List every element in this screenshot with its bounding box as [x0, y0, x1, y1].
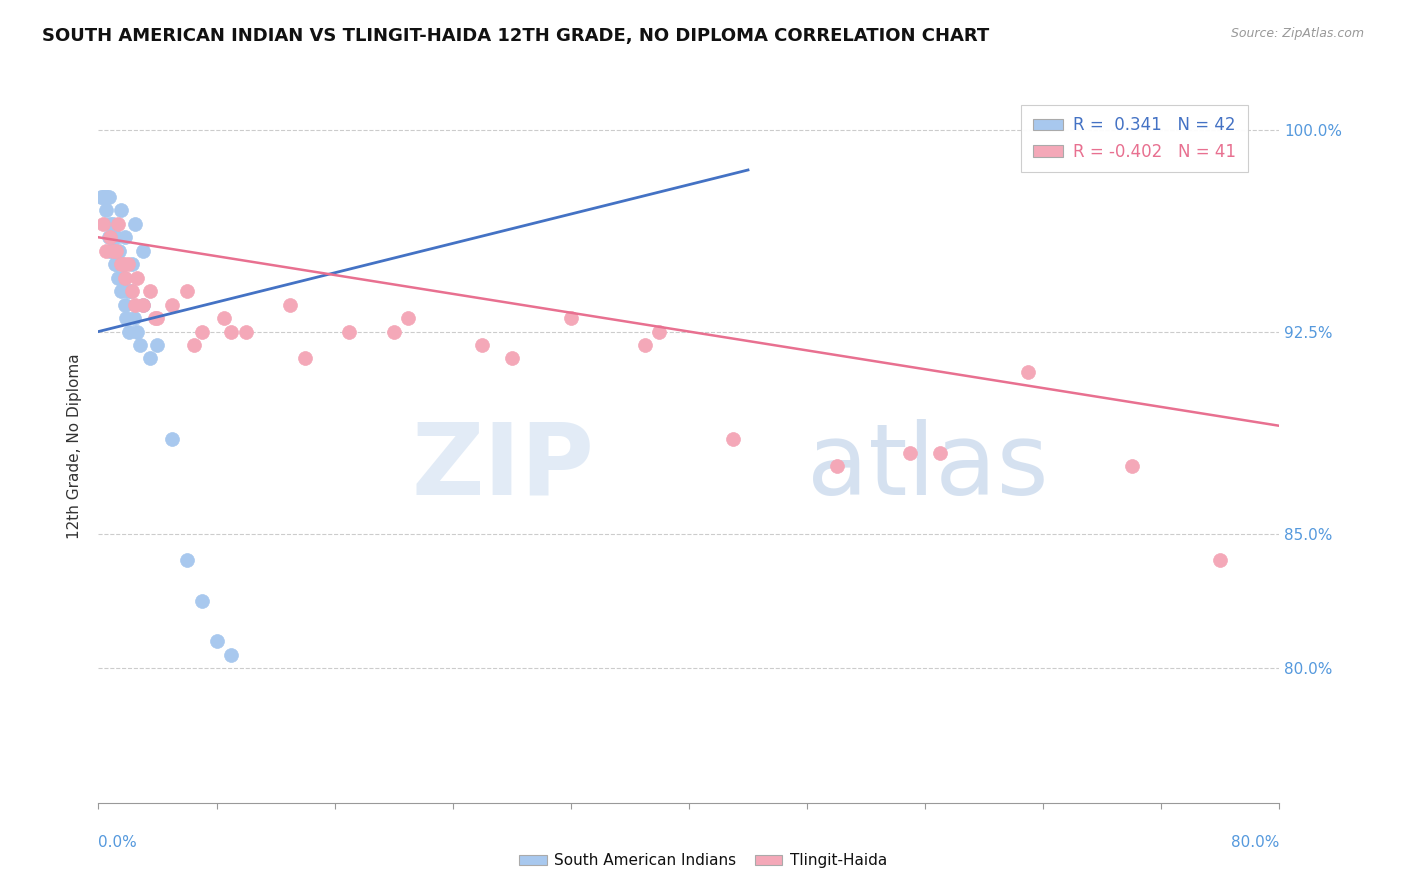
Point [176, 284, 198, 298]
Point [280, 298, 302, 312]
Point [205, 634, 228, 648]
Point [125, 270, 148, 285]
Point [94, 244, 117, 258]
Point [104, 257, 127, 271]
Text: Source: ZipAtlas.com: Source: ZipAtlas.com [1230, 27, 1364, 40]
Point [929, 446, 952, 460]
Point [1121, 459, 1143, 474]
Point [143, 311, 166, 326]
Point [191, 594, 214, 608]
Point [124, 217, 146, 231]
Point [98, 244, 121, 258]
Point [112, 270, 135, 285]
Point [176, 553, 198, 567]
Point [501, 351, 523, 366]
Point [146, 338, 169, 352]
Point [139, 351, 162, 366]
Point [139, 284, 162, 298]
Point [108, 244, 131, 258]
Point [235, 325, 257, 339]
Point [110, 203, 132, 218]
Point [120, 284, 142, 298]
Point [825, 459, 848, 474]
Point [114, 298, 136, 312]
Point [132, 298, 155, 312]
Point [100, 244, 122, 258]
Point [398, 311, 420, 326]
Text: SOUTH AMERICAN INDIAN VS TLINGIT-HAIDA 12TH GRADE, NO DIPLOMA CORRELATION CHART: SOUTH AMERICAN INDIAN VS TLINGIT-HAIDA 1… [42, 27, 990, 45]
Point [183, 338, 205, 352]
Point [103, 217, 125, 231]
Point [110, 284, 132, 298]
Point [97, 230, 120, 244]
Point [117, 257, 139, 271]
Point [146, 311, 169, 326]
Point [105, 230, 128, 244]
Point [91, 217, 114, 231]
Point [90, 190, 112, 204]
Point [107, 270, 129, 285]
Point [96, 190, 118, 204]
Point [94, 190, 117, 204]
Point [107, 217, 129, 231]
Point [471, 338, 494, 352]
Point [105, 257, 128, 271]
Point [122, 311, 145, 326]
Point [125, 325, 148, 339]
Point [114, 270, 136, 285]
Point [98, 230, 121, 244]
Point [221, 648, 243, 662]
Point [93, 190, 115, 204]
Point [723, 432, 745, 446]
Point [162, 298, 183, 312]
Point [560, 311, 582, 326]
Legend: R =  0.341   N = 42, R = -0.402   N = 41: R = 0.341 N = 42, R = -0.402 N = 41 [1021, 104, 1247, 172]
Point [648, 325, 671, 339]
Point [212, 311, 235, 326]
Point [1209, 553, 1232, 567]
Point [121, 284, 143, 298]
Point [128, 338, 150, 352]
Point [124, 298, 146, 312]
Point [91, 190, 114, 204]
Point [634, 338, 657, 352]
Point [900, 446, 922, 460]
Point [339, 325, 361, 339]
Text: 80.0%: 80.0% [1232, 835, 1279, 850]
Point [105, 244, 128, 258]
Point [294, 351, 316, 366]
Point [115, 311, 138, 326]
Point [110, 257, 132, 271]
Legend: South American Indians, Tlingit-Haida: South American Indians, Tlingit-Haida [513, 847, 893, 874]
Point [132, 298, 155, 312]
Point [121, 257, 143, 271]
Point [191, 325, 214, 339]
Point [103, 230, 125, 244]
Point [118, 325, 141, 339]
Point [112, 257, 135, 271]
Point [1018, 365, 1040, 379]
Point [98, 217, 121, 231]
Point [97, 190, 120, 204]
Text: 0.0%: 0.0% [98, 835, 138, 850]
Point [111, 257, 134, 271]
Text: atlas: atlas [807, 419, 1049, 516]
Point [114, 230, 136, 244]
Point [221, 325, 243, 339]
Text: ZIP: ZIP [412, 419, 595, 516]
Point [103, 244, 125, 258]
Point [162, 432, 183, 446]
Point [117, 284, 139, 298]
Point [382, 325, 405, 339]
Point [94, 203, 117, 218]
Y-axis label: 12th Grade, No Diploma: 12th Grade, No Diploma [67, 353, 83, 539]
Point [132, 244, 155, 258]
